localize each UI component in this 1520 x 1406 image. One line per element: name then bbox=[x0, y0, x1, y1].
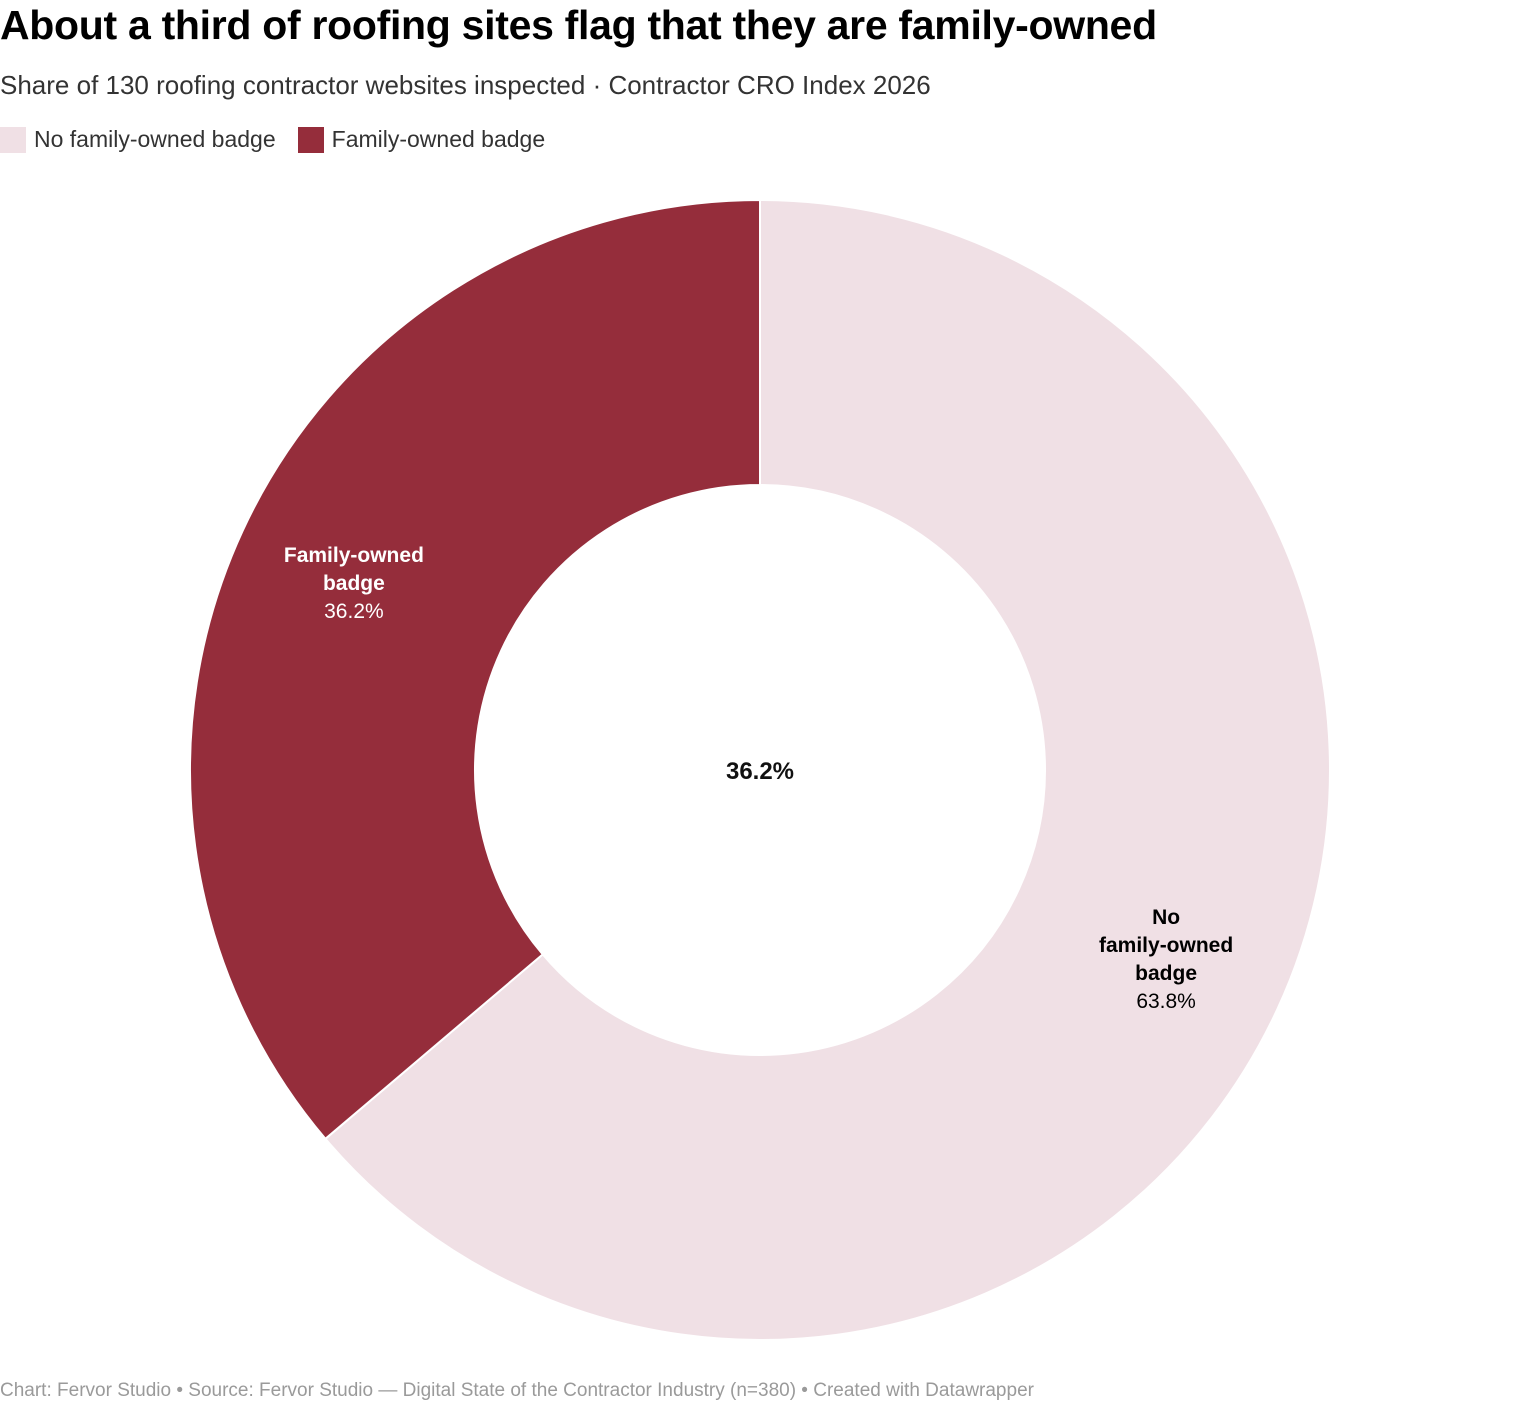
slice-label-no-badge: No family-owned badge 63.8% bbox=[1099, 906, 1233, 1013]
donut-slice-badge bbox=[189, 198, 761, 1141]
legend-item-no-badge: No family-owned badge bbox=[0, 126, 276, 153]
chart-title: About a third of roofing sites flag that… bbox=[0, 2, 1157, 48]
chart-subtitle: Share of 130 roofing contractor websites… bbox=[0, 70, 931, 100]
chart-legend: No family-owned badge Family-owned badge bbox=[0, 126, 567, 153]
legend-item-badge: Family-owned badge bbox=[297, 126, 546, 153]
legend-label-no-badge: No family-owned badge bbox=[34, 126, 276, 152]
center-label: 36.2% bbox=[726, 758, 794, 785]
donut-slice-no-badge bbox=[323, 198, 1332, 1341]
chart-footer: Chart: Fervor Studio • Source: Fervor St… bbox=[0, 1380, 1034, 1401]
slice-label-badge: Family-owned badge 36.2% bbox=[284, 544, 424, 623]
legend-swatch-badge bbox=[297, 126, 324, 153]
legend-swatch-no-badge bbox=[0, 126, 26, 153]
legend-label-badge: Family-owned badge bbox=[331, 126, 546, 152]
